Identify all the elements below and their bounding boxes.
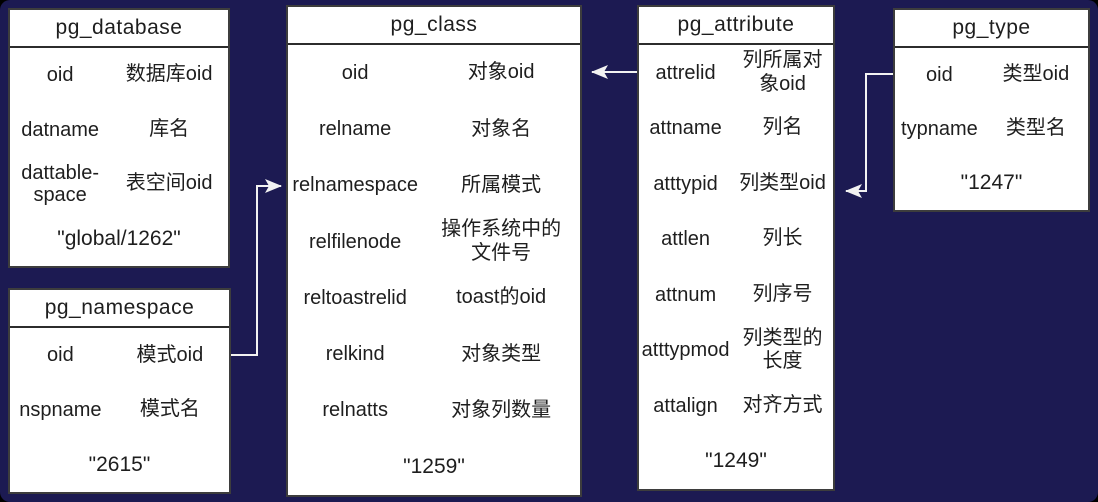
table-footer-oid: "1247" — [960, 171, 1023, 194]
field-name: oid — [341, 61, 369, 84]
table-title: pg_database — [10, 10, 228, 48]
field-name: relnamespace — [292, 174, 418, 197]
field-desc: 库名 — [149, 117, 190, 140]
table-row: relfilenode 操作系统中的文件号 — [288, 214, 580, 270]
field-desc: 列名 — [762, 116, 803, 139]
table-row: relnamespace 所属模式 — [288, 158, 580, 214]
field-desc: 表空间oid — [125, 172, 213, 195]
field-desc: 数据库oid — [125, 63, 213, 86]
table-body: oid 数据库oid datname 库名 dattable-space 表空间… — [10, 48, 228, 266]
field-name: reltoastrelid — [303, 286, 407, 309]
field-desc: 对象名 — [471, 117, 532, 140]
field-name: dattable-space — [21, 161, 100, 207]
field-desc: 操作系统中的文件号 — [441, 218, 562, 264]
field-desc: 对象列数量 — [451, 398, 552, 421]
field-name: relnatts — [322, 399, 388, 422]
table-pg-namespace: pg_namespace oid 模式oid nspname 模式名 "2615… — [8, 288, 231, 494]
table-body: attrelid 列所属对象oid attname 列名 atttypid 列类… — [639, 45, 833, 489]
field-name: attrelid — [655, 61, 716, 84]
field-desc: 类型oid — [1002, 63, 1070, 86]
field-name: attnum — [654, 283, 717, 306]
field-desc: 类型名 — [1005, 117, 1066, 140]
table-pg-attribute: pg_attribute attrelid 列所属对象oid attname 列… — [637, 5, 835, 491]
table-row: attnum 列序号 — [639, 267, 833, 323]
table-row: attname 列名 — [639, 101, 833, 157]
field-desc: 列序号 — [752, 282, 813, 305]
table-title: pg_type — [895, 10, 1088, 48]
table-footer-oid: "global/1262" — [57, 226, 181, 250]
field-name: datname — [21, 118, 100, 141]
field-name: attalign — [653, 394, 718, 417]
field-desc: 列长 — [762, 227, 803, 250]
table-body: oid 类型oid typname 类型名 "1247" — [895, 48, 1088, 210]
field-desc: 模式oid — [136, 343, 204, 366]
field-desc: 对齐方式 — [742, 393, 823, 416]
table-title: pg_class — [288, 7, 580, 45]
table-row: reltoastrelid toast的oid — [288, 270, 580, 326]
field-desc: 模式名 — [139, 398, 200, 421]
table-row: atttypid 列类型oid — [639, 156, 833, 212]
field-name: oid — [47, 344, 74, 367]
field-name: typname — [901, 117, 978, 140]
table-row: oid 类型oid — [895, 48, 1088, 102]
field-desc: 对象类型 — [461, 342, 542, 365]
table-row: atttypmod 列类型的长度 — [639, 323, 833, 379]
fk-arrow-pgtype-oid-to-atttypid — [845, 73, 893, 198]
table-footer-oid: "1259" — [403, 454, 465, 478]
table-row: oid 对象oid — [288, 45, 580, 101]
table-row: relname 对象名 — [288, 101, 580, 157]
field-name: nspname — [19, 398, 102, 421]
table-row: relnatts 对象列数量 — [288, 383, 580, 439]
field-name: attlen — [661, 228, 711, 251]
field-name: attname — [649, 117, 722, 140]
table-pg-database: pg_database oid 数据库oid datname 库名 dattab… — [8, 8, 230, 268]
table-row: oid 数据库oid — [10, 48, 228, 103]
field-name: atttypmod — [641, 339, 730, 362]
table-row: datname 库名 — [10, 103, 228, 158]
fk-arrow-pgnamespace-oid-to-relnamespace — [231, 179, 282, 356]
table-row: dattable-space 表空间oid — [10, 157, 228, 212]
field-desc: 列所属对象oid — [742, 49, 823, 95]
field-desc: 所属模式 — [461, 173, 542, 196]
table-title: pg_attribute — [639, 7, 833, 45]
table-body: oid 对象oid relname 对象名 relnamespace 所属模式 … — [288, 45, 580, 495]
field-name: oid — [926, 63, 953, 86]
field-desc: 对象oid — [467, 61, 535, 84]
field-desc: 列类型oid — [739, 171, 826, 194]
field-name: relfilenode — [309, 230, 402, 253]
table-row: nspname 模式名 — [10, 383, 229, 438]
field-desc: toast的oid — [456, 286, 547, 309]
field-name: oid — [46, 64, 74, 87]
table-row: oid 模式oid — [10, 328, 229, 383]
table-pg-type: pg_type oid 类型oid typname 类型名 "1247" — [893, 8, 1090, 212]
field-name: relkind — [325, 343, 385, 366]
field-desc: 列类型的长度 — [742, 326, 823, 373]
table-footer-oid: "1249" — [705, 449, 767, 473]
table-row: typname 类型名 — [895, 102, 1088, 156]
table-title: pg_namespace — [10, 290, 229, 328]
table-row: relkind 对象类型 — [288, 326, 580, 382]
field-name: relname — [319, 118, 392, 141]
table-row: attalign 对齐方式 — [639, 378, 833, 434]
table-row: attrelid 列所属对象oid — [639, 45, 833, 101]
table-row: attlen 列长 — [639, 212, 833, 268]
field-name: atttypid — [653, 172, 718, 195]
table-footer-oid: "2615" — [88, 452, 151, 476]
table-pg-class: pg_class oid 对象oid relname 对象名 relnamesp… — [286, 5, 582, 497]
table-body: oid 模式oid nspname 模式名 "2615" — [10, 328, 229, 492]
